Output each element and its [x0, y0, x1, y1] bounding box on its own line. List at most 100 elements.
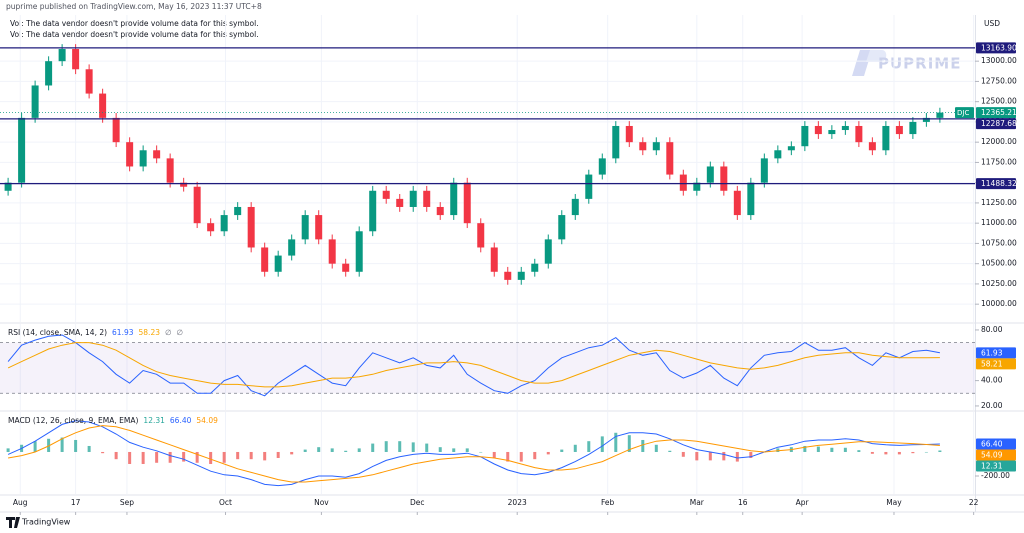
- candle-body: [625, 125, 633, 143]
- indicator-value-label-box: [976, 449, 1016, 461]
- x-tick-label: 16: [738, 498, 748, 507]
- histogram-bar: [114, 451, 118, 460]
- candle-body: [571, 198, 579, 216]
- candle-body: [909, 121, 917, 135]
- candle-body: [760, 158, 768, 183]
- candle-body: [139, 150, 147, 167]
- candle-body: [895, 125, 903, 135]
- histogram-bar: [384, 441, 388, 452]
- y-tick-label: 11750.00: [981, 157, 1017, 166]
- candle-body: [517, 271, 525, 280]
- histogram-bar: [708, 451, 712, 461]
- y-tick-label: 10500.00: [981, 259, 1017, 268]
- indicator-value-label: 61.93: [981, 348, 1003, 357]
- candle-body: [382, 190, 390, 199]
- watermark-logo: [852, 50, 872, 76]
- histogram-bar: [587, 441, 591, 452]
- histogram-bar: [600, 436, 604, 452]
- indicator-value-label-box: [976, 347, 1016, 359]
- histogram-bar: [573, 444, 577, 452]
- y-tick-label: 20.00: [981, 401, 1003, 410]
- price-label: 11488.32: [981, 179, 1017, 188]
- x-tick-label: Apr: [796, 498, 810, 507]
- histogram-bar: [425, 443, 429, 452]
- legend-value: 58.23: [139, 328, 161, 337]
- candle-body: [585, 174, 593, 199]
- candle-body: [31, 85, 39, 118]
- histogram-bar: [695, 451, 699, 461]
- candle-body: [288, 239, 296, 256]
- candle-body: [220, 215, 228, 232]
- histogram-bar: [870, 451, 874, 454]
- y-tick-label: 40.00: [981, 376, 1003, 385]
- price-label: 13163.90: [981, 43, 1017, 52]
- candle-body: [693, 182, 701, 191]
- histogram-bar: [722, 451, 726, 461]
- candle-body: [801, 125, 809, 147]
- indicator-value-label: 66.40: [981, 440, 1003, 449]
- histogram-bar: [60, 437, 64, 452]
- histogram-bar: [263, 451, 267, 461]
- histogram-bar: [47, 438, 51, 452]
- histogram-bar: [344, 450, 348, 452]
- symbol-label: DJC: [957, 109, 969, 117]
- legend-value: 54.09: [196, 416, 218, 425]
- candle-body: [315, 215, 323, 240]
- y-tick-label: -200.00: [981, 471, 1010, 480]
- price-label-box: [976, 42, 1016, 54]
- indicator-title: MACD (12, 26, close, 9, EMA, EMA): [8, 416, 138, 425]
- indicator-line: [7, 342, 940, 388]
- candle-body: [477, 223, 485, 248]
- histogram-bar: [6, 448, 10, 452]
- histogram-bar: [681, 451, 685, 457]
- x-tick-label: Mar: [690, 498, 705, 507]
- candle-body: [274, 255, 282, 272]
- histogram-bar: [303, 449, 307, 452]
- histogram-bar: [897, 451, 901, 455]
- y-tick-label: 11000.00: [981, 218, 1017, 227]
- histogram-bar: [128, 451, 132, 464]
- indicator-value-label-box: [976, 438, 1016, 450]
- candle-body: [639, 142, 647, 151]
- candle-body: [369, 190, 377, 232]
- histogram-bar: [290, 451, 294, 455]
- candle-body: [112, 117, 120, 143]
- price-label-box: [976, 178, 1016, 190]
- candle-body: [868, 142, 876, 151]
- candle-body: [787, 146, 795, 151]
- price-label-box: [976, 118, 1016, 130]
- candle-body: [814, 125, 822, 135]
- candle-body: [531, 263, 539, 272]
- histogram-bar: [884, 451, 888, 455]
- histogram-bar: [249, 451, 253, 460]
- histogram-bar: [830, 447, 834, 452]
- histogram-bar: [911, 451, 915, 454]
- histogram-bar: [195, 451, 199, 463]
- histogram-bar: [560, 449, 564, 452]
- x-tick-label: Nov: [314, 498, 329, 507]
- publisher-note: puprime published on TradingView.com, Ma…: [6, 2, 262, 11]
- histogram-bar: [371, 443, 375, 452]
- histogram-bar: [101, 451, 105, 454]
- candle-body: [652, 142, 660, 151]
- histogram-bar: [155, 451, 159, 463]
- histogram-bar: [276, 451, 280, 458]
- histogram-bar: [843, 447, 847, 452]
- candle-body: [936, 112, 944, 118]
- candle-body: [99, 93, 107, 118]
- indicator-value-label-box: [976, 358, 1016, 370]
- candle-body: [247, 206, 255, 248]
- x-tick-label: Aug: [13, 498, 28, 507]
- histogram-bar: [749, 451, 753, 458]
- candle-body: [450, 182, 458, 216]
- histogram-bar: [33, 441, 37, 452]
- footer-brand: TradingView: [21, 518, 71, 527]
- candle-body: [85, 69, 93, 94]
- candle-body: [355, 231, 363, 272]
- histogram-bar: [776, 448, 780, 452]
- candle-body: [733, 190, 741, 216]
- x-tick-label: 17: [71, 498, 81, 507]
- candle-body: [922, 117, 930, 122]
- candle-body: [153, 150, 161, 159]
